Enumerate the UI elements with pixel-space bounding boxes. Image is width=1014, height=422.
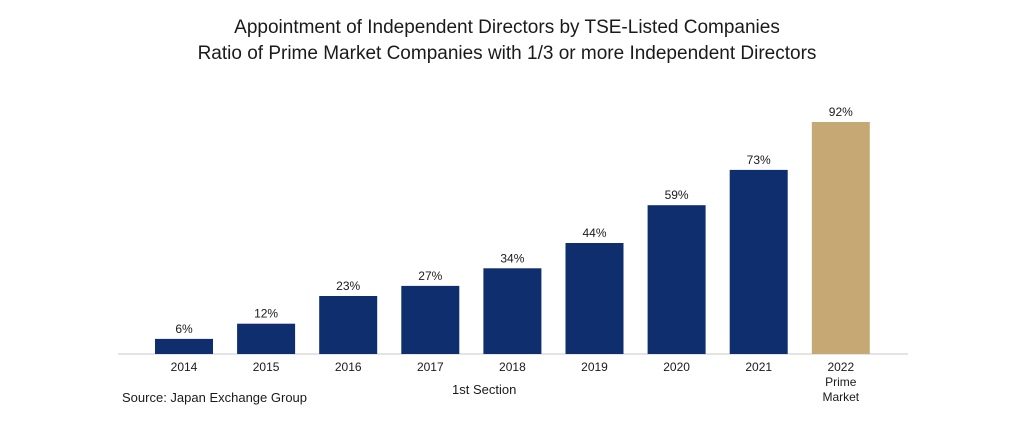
bar-2021 (729, 169, 788, 354)
chart-title: Appointment of Independent Directors by … (234, 17, 780, 38)
x-tick-label-2015: 2015 (253, 360, 280, 374)
source-note: Source: Japan Exchange Group (122, 390, 308, 405)
data-label-2016: 23% (336, 279, 360, 293)
bar-2019 (565, 243, 624, 354)
x-tick-sublabel-2022-2: Market (822, 390, 859, 404)
data-label-2022: 92% (829, 105, 853, 119)
bar-2022 (811, 122, 870, 354)
data-label-2021: 73% (747, 153, 771, 167)
data-label-2017: 27% (418, 269, 442, 283)
bar-2020 (647, 205, 706, 354)
x-tick-label-2016: 2016 (335, 360, 362, 374)
data-label-2015: 12% (254, 307, 278, 321)
data-label-2019: 44% (582, 226, 606, 240)
data-label-2014: 6% (175, 322, 193, 336)
x-tick-sublabel-2022-1: Prime (825, 375, 857, 389)
x-tick-label-2018: 2018 (499, 360, 526, 374)
x-tick-label-2019: 2019 (581, 360, 608, 374)
bar-2014 (155, 338, 213, 354)
x-tick-label-2020: 2020 (663, 360, 690, 374)
bar-2017 (401, 285, 460, 354)
x-tick-label-2022: 2022 (827, 360, 854, 374)
section-label: 1st Section (452, 382, 517, 397)
bar-2018 (483, 268, 542, 354)
x-tick-label-2017: 2017 (417, 360, 444, 374)
bar-2015 (237, 323, 296, 354)
x-tick-label-2014: 2014 (171, 360, 198, 374)
bar-2016 (319, 296, 378, 354)
x-tick-label-2021: 2021 (745, 360, 772, 374)
data-label-2018: 34% (500, 251, 524, 265)
data-label-2020: 59% (665, 188, 689, 202)
chart-subtitle: Ratio of Prime Market Companies with 1/3… (197, 43, 817, 64)
